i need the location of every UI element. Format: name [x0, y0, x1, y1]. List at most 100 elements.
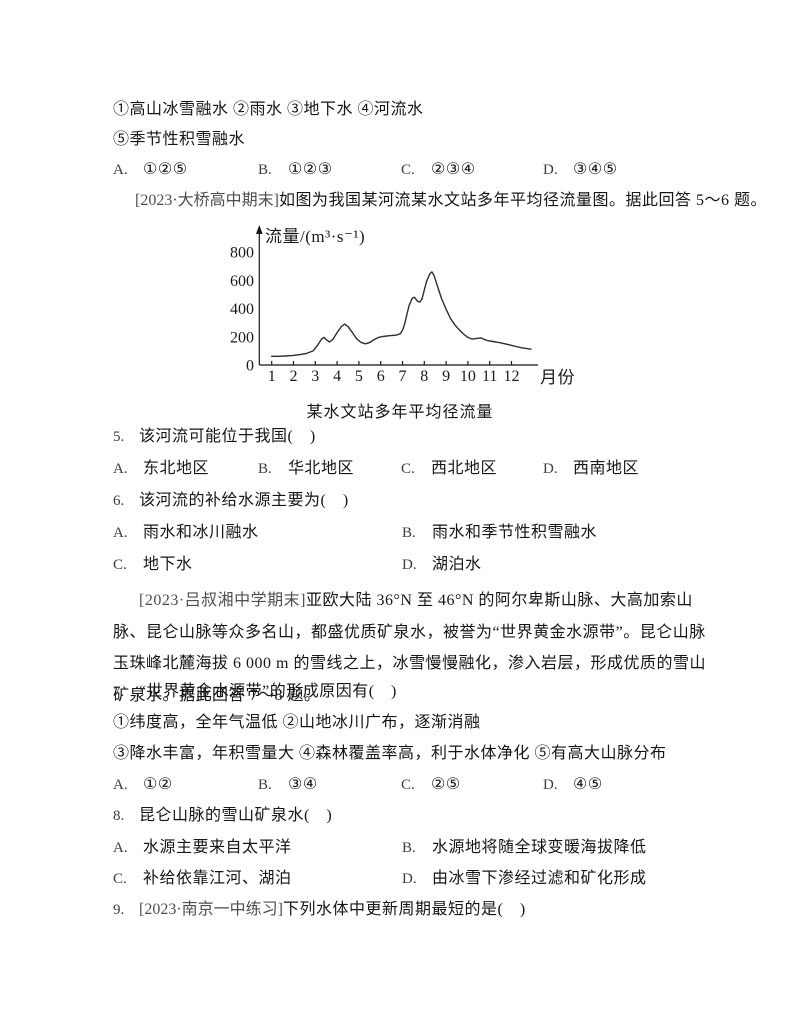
question-5: 5. 该河流可能位于我国( ) [113, 427, 316, 447]
option-letter: C. [401, 777, 415, 793]
chart-caption: 某水文站多年平均径流量 [306, 404, 494, 421]
question-9: 9. [2023·南京一中练习]下列水体中更新周期最短的是( ) [113, 900, 526, 920]
intro-answer-choices-row: A. ①②⑤ B. ①②③ C. ②③④ D. ③④⑤ [0, 160, 794, 180]
x-tick-label-9: 9 [442, 368, 450, 385]
option-d: D. 湖泊水 [402, 555, 482, 575]
option-letter: B. [258, 777, 272, 793]
option-letter: D. [402, 557, 417, 573]
question-stem: 该河流可能位于我国( ) [139, 428, 316, 445]
option-letter: A. [113, 840, 128, 856]
items-text: ③降水丰富，年积雪量大 ④森林覆盖率高，利于水体净化 ⑤有高大山脉分布 [113, 745, 667, 762]
choice-letter: D. [543, 162, 558, 178]
option-letter: D. [402, 871, 417, 887]
option-d: D. 由冰雪下渗经过滤和矿化形成 [402, 869, 647, 889]
passage-1-citation: [2023·大桥高中期末] [135, 192, 279, 209]
x-tick-label-3: 3 [311, 368, 319, 385]
option-letter: A. [113, 777, 128, 793]
option-text: 华北地区 [288, 460, 355, 477]
flow-curve [271, 271, 532, 357]
option-letter: A. [113, 461, 128, 477]
question-stem: 下列水体中更新周期最短的是( ) [283, 901, 526, 918]
option-c: C. 地下水 [113, 555, 193, 575]
choice-text: ①②⑤ [143, 161, 188, 178]
option-text: 西南地区 [573, 460, 640, 477]
option-b: B. 华北地区 [258, 459, 354, 479]
x-tick-label-6: 6 [377, 368, 385, 385]
question-7: 7. “世界黄金水源带”的形成原因有( ) [113, 682, 397, 702]
question-number: 5. [113, 429, 125, 445]
option-items-line-2: ⑤季节性积雪融水 [113, 130, 245, 150]
y-axis-label: 流量/(m³·s⁻¹) [265, 227, 365, 246]
option-text: ④⑤ [573, 776, 603, 793]
option-a: A. ①② [113, 775, 173, 795]
question-7-items-line-2: ③降水丰富，年积雪量大 ④森林覆盖率高，利于水体净化 ⑤有高大山脉分布 [113, 744, 667, 764]
question-8-options-row-1: A. 水源主要来自太平洋 B. 水源地将随全球变暖海拔降低 [0, 838, 794, 858]
option-c: C. 补给依靠江河、湖泊 [113, 869, 292, 889]
question-7-options: A. ①② B. ③④ C. ②⑤ D. ④⑤ [0, 775, 794, 795]
option-letter: B. [258, 461, 272, 477]
question-stem: 该河流的补给水源主要为( ) [139, 492, 349, 509]
option-letter: B. [402, 840, 416, 856]
y-tick-label-600: 600 [230, 273, 254, 290]
x-tick-label-8: 8 [420, 368, 428, 385]
option-items-text: ⑤季节性积雪融水 [113, 131, 246, 148]
option-text: 补给依靠江河、湖泊 [143, 870, 292, 887]
choice-letter: C. [401, 162, 415, 178]
option-a: A. 雨水和冰川融水 [113, 523, 259, 543]
option-a: A. 东北地区 [113, 459, 209, 479]
option-letter: C. [113, 557, 127, 573]
option-text: 水源主要来自太平洋 [143, 839, 292, 856]
option-letter: A. [113, 525, 128, 541]
x-tick-label-10: 10 [460, 368, 476, 385]
passage-1: [2023·大桥高中期末]如图为我国某河流某水文站多年平均径流量图。据此回答 5… [135, 191, 767, 211]
option-items-text: ①高山冰雪融水 ②雨水 ③地下水 ④河流水 [113, 101, 424, 118]
option-text: 水源地将随全球变暖海拔降低 [432, 839, 647, 856]
question-7-items-line-1: ①纬度高，全年气温低 ②山地冰川广布，逐渐消融 [113, 713, 481, 733]
option-d: D. 西南地区 [543, 459, 639, 479]
option-text: 湖泊水 [432, 556, 482, 573]
choice-letter: A. [113, 162, 128, 178]
x-axis-label: 月份 [540, 368, 575, 387]
choice-text: ②③④ [431, 161, 476, 178]
y-tick-label-800: 800 [230, 245, 254, 262]
option-letter: D. [543, 461, 558, 477]
passage-2: [2023·吕叔湘中学期末]亚欧大陆 36°N 至 46°N 的阿尔卑斯山脉、大… [113, 585, 713, 711]
y-tick-label-0: 0 [246, 358, 254, 375]
option-text: 雨水和季节性积雪融水 [432, 524, 598, 541]
option-text: 东北地区 [143, 460, 210, 477]
x-tick-label-4: 4 [333, 368, 341, 385]
option-d: D. ④⑤ [543, 775, 603, 795]
y-axis-arrow-icon [256, 225, 263, 234]
question-stem: 昆仑山脉的雪山矿泉水( ) [139, 807, 333, 824]
option-letter: C. [401, 461, 415, 477]
question-5-options: A. 东北地区 B. 华北地区 C. 西北地区 D. 西南地区 [0, 459, 794, 479]
option-letter: D. [543, 777, 558, 793]
option-text: ①② [143, 776, 173, 793]
question-number: 6. [113, 493, 125, 509]
option-b: B. 水源地将随全球变暖海拔降低 [402, 838, 647, 858]
option-c: C. 西北地区 [401, 459, 497, 479]
x-tick-label-2: 2 [290, 368, 298, 385]
option-text: 雨水和冰川融水 [143, 524, 259, 541]
question-6-options-row-2: C. 地下水 D. 湖泊水 [0, 555, 794, 575]
question-8: 8. 昆仑山脉的雪山矿泉水( ) [113, 806, 332, 826]
option-text: ②⑤ [431, 776, 461, 793]
question-8-options-row-2: C. 补给依靠江河、湖泊 D. 由冰雪下渗经过滤和矿化形成 [0, 869, 794, 889]
option-text: ③④ [288, 776, 318, 793]
choice-letter: B. [258, 162, 272, 178]
question-number: 7. [113, 684, 125, 700]
option-b: B. 雨水和季节性积雪融水 [402, 523, 597, 543]
option-b: B. ③④ [258, 775, 318, 795]
question-number: 9. [113, 902, 125, 918]
x-tick-label-11: 11 [482, 368, 497, 385]
option-text: 西北地区 [431, 460, 498, 477]
runoff-chart-container: 流量/(m³·s⁻¹) 月份 0 200 400 600 800 1 2 3 4 5 6 7 8 9 10 1… [225, 220, 585, 395]
option-c: C. ②⑤ [401, 775, 461, 795]
choice-c: C. ②③④ [401, 160, 476, 180]
passage-1-text: 如图为我国某河流某水文站多年平均径流量图。据此回答 5～6 题。 [279, 192, 768, 209]
option-items-line-1: ①高山冰雪融水 ②雨水 ③地下水 ④河流水 [113, 100, 424, 120]
question-6: 6. 该河流的补给水源主要为( ) [113, 491, 349, 511]
question-number: 8. [113, 808, 125, 824]
